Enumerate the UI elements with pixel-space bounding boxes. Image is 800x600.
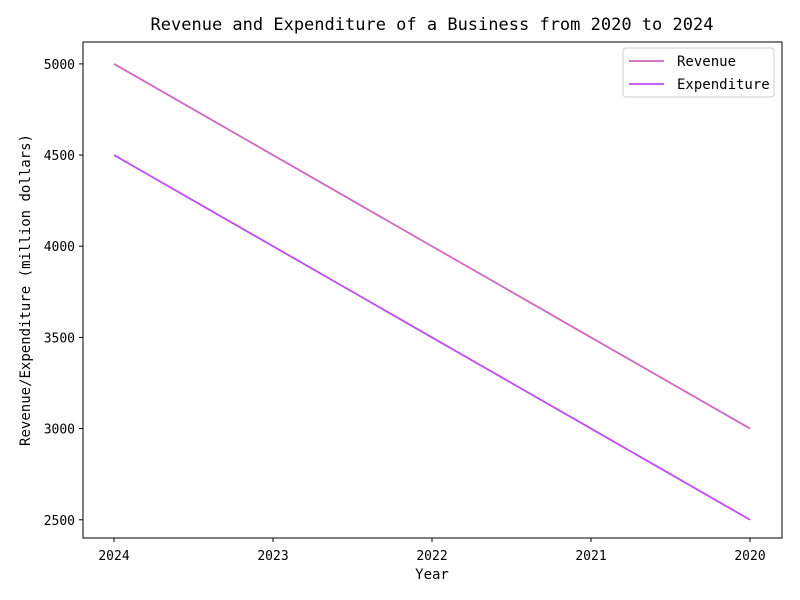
legend-label-expenditure: Expenditure [677,77,770,93]
y-tick-label: 5000 [44,58,75,73]
y-axis-ticks: 2500 3000 3500 4000 4500 5000 [44,58,83,529]
series-line-revenue [113,63,751,430]
y-tick-label: 2500 [44,514,75,529]
x-axis-ticks: 2024 2023 2022 2021 2020 [98,538,766,564]
series-lines [113,63,751,521]
x-tick-label: 2023 [257,549,288,564]
x-axis-label: Year [415,567,449,583]
x-tick-label: 2020 [734,549,765,564]
legend: Revenue Expenditure [622,47,775,98]
chart-title: Revenue and Expenditure of a Business fr… [151,15,714,35]
series-line-expenditure [113,154,751,521]
y-axis-label: Revenue/Expenditure (million dollars) [18,134,34,446]
y-tick-label: 3500 [44,331,75,346]
legend-label-revenue: Revenue [677,54,736,70]
y-tick-label: 4500 [44,149,75,164]
x-tick-label: 2024 [98,549,129,564]
y-tick-label: 4000 [44,240,75,255]
y-tick-label: 3000 [44,423,75,438]
x-tick-label: 2022 [416,549,447,564]
legend-entries: Revenue Expenditure [629,54,770,93]
x-tick-label: 2021 [575,549,606,564]
